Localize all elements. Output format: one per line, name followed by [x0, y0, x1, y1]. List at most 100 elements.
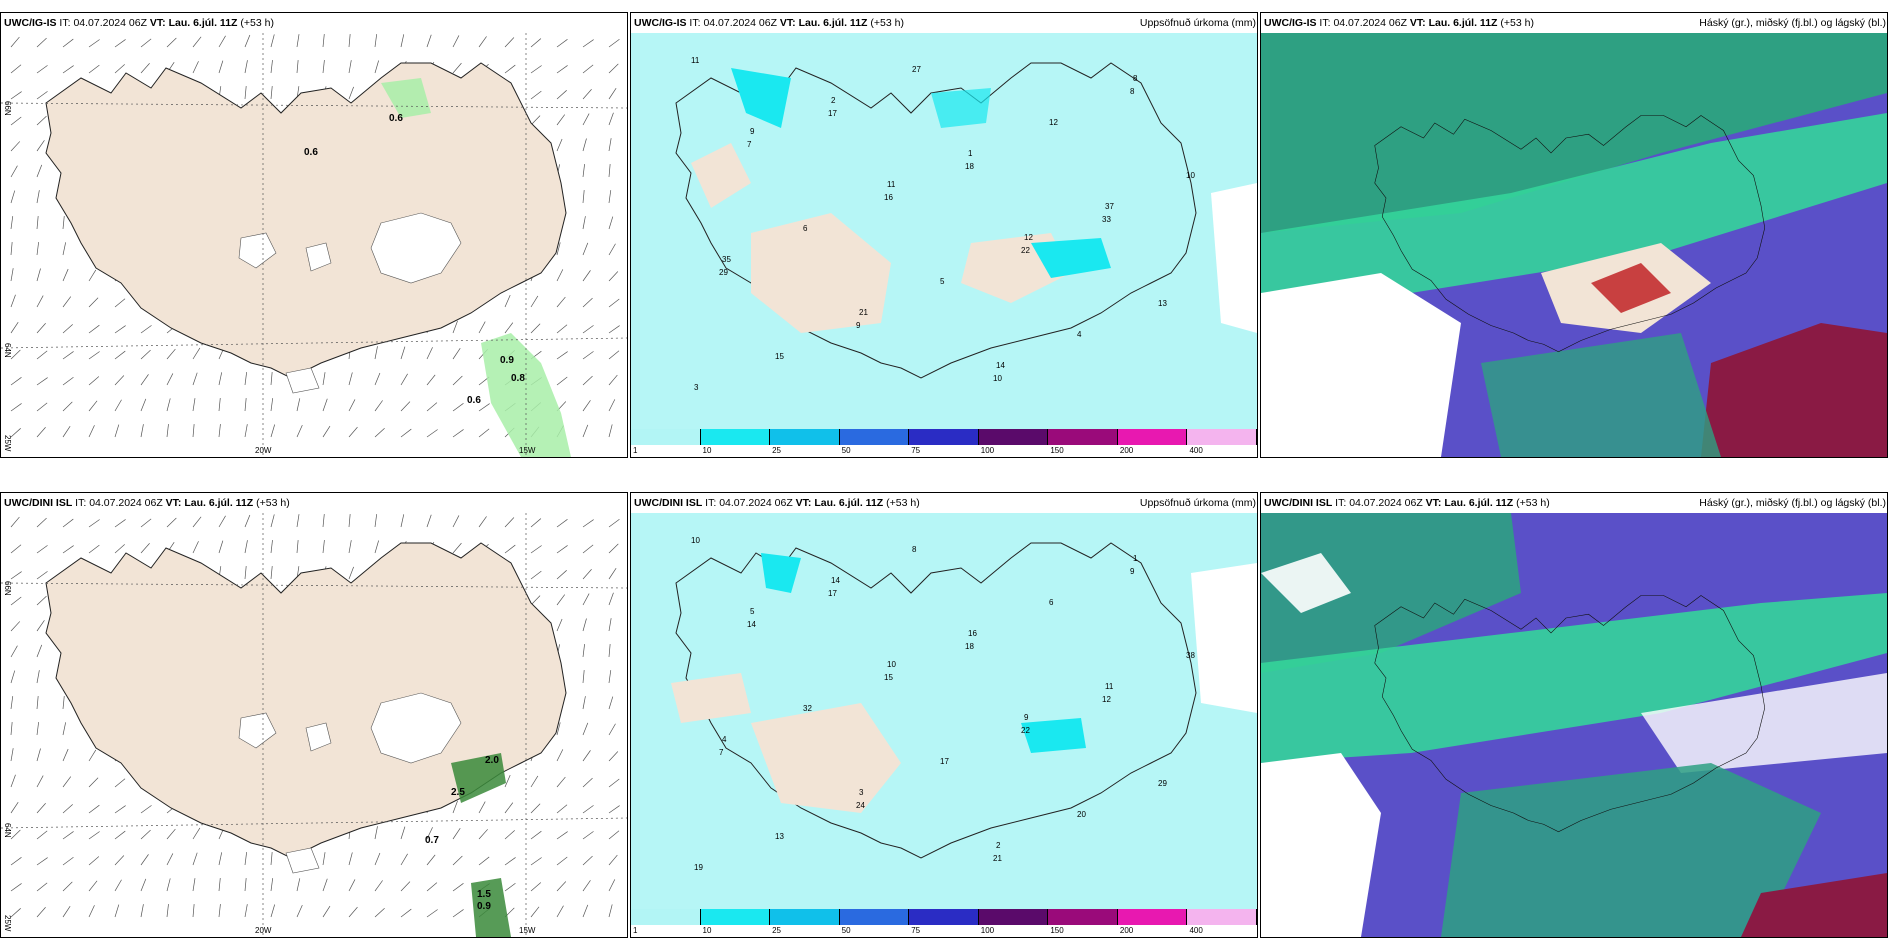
- precip-amount: 2: [831, 96, 836, 105]
- wind-barb: [504, 64, 516, 74]
- wind-barb: [452, 800, 458, 814]
- wind-barb: [426, 374, 436, 386]
- wind-barb: [400, 34, 405, 48]
- wind-barb: [322, 34, 325, 48]
- wind-barb: [608, 879, 616, 892]
- wind-barb: [36, 91, 48, 100]
- precip-amount: 19: [694, 863, 703, 872]
- wind-barb: [36, 190, 40, 204]
- wind-barb: [166, 424, 169, 438]
- wind-barb: [218, 60, 224, 74]
- wind-barb: [62, 905, 71, 918]
- wind-barb: [62, 518, 74, 528]
- wind-barb: [244, 398, 247, 412]
- precip-map: 11 17 18 33 29 9 10 8 7 16 22 13 15 27 12 10 6 5 4 3 2 1 37 35 2…: [631, 33, 1257, 429]
- wind-barb: [556, 831, 568, 840]
- wind-value: 2.0: [485, 755, 499, 766]
- wind-barb: [36, 377, 48, 386]
- precip-amount: 24: [856, 801, 865, 810]
- precip-amount: 13: [1158, 299, 1167, 308]
- wind-barb: [348, 514, 351, 528]
- wind-barb: [166, 878, 171, 892]
- wind-barb: [556, 376, 568, 386]
- precip-amount: 1: [968, 149, 973, 158]
- wind-barb: [556, 242, 561, 256]
- wind-barb: [452, 320, 458, 334]
- wind-barb: [582, 325, 594, 334]
- wind-barb: [140, 878, 147, 892]
- wind-barb: [426, 514, 432, 528]
- wind-barb: [452, 375, 463, 386]
- precip-title: Uppsöfnuð úrkoma (mm): [1139, 497, 1256, 509]
- wind-barb: [88, 269, 97, 282]
- wind-barb: [114, 350, 126, 360]
- precip-amount: 17: [828, 109, 837, 118]
- wind-barb: [10, 774, 16, 788]
- wind-barb: [192, 827, 201, 840]
- wind-value: 0.6: [389, 113, 403, 124]
- wind-barb: [400, 346, 406, 360]
- colorbar-swatch: [700, 429, 771, 445]
- colorbar-swatch: [1187, 429, 1257, 445]
- colorbar-swatch: [839, 429, 910, 445]
- wind-barb: [582, 696, 586, 710]
- wind-barb: [36, 882, 48, 892]
- wind-barb: [582, 519, 594, 528]
- precip-map: 10 17 18 12 7 24 21 9 14 15 22 29 13 8 6 38 32 17 20 19 14 16…: [631, 513, 1257, 909]
- wind-barb: [452, 542, 462, 554]
- wind-barb: [296, 878, 301, 892]
- wind-barb: [582, 375, 593, 386]
- lat-label: 66N: [3, 581, 12, 596]
- precip-amount: 29: [719, 268, 728, 277]
- wind-barb: [62, 776, 72, 788]
- wind-barb: [114, 805, 126, 814]
- wind-barb: [114, 424, 120, 438]
- wind-barb: [504, 294, 511, 308]
- wind-barb: [296, 514, 300, 528]
- wind-barb: [608, 644, 611, 658]
- wind-barb: [36, 402, 48, 412]
- precip-amount: 16: [968, 629, 977, 638]
- model-name: UWC/IG-IS: [4, 17, 57, 29]
- wind-barb: [530, 90, 542, 100]
- wind-barb: [244, 34, 251, 48]
- wind-barb: [10, 321, 19, 334]
- wind-barb: [608, 592, 614, 606]
- wind-barb: [530, 518, 542, 528]
- wind-barb: [62, 268, 69, 282]
- lat-label: 64N: [3, 343, 12, 358]
- wind-barb: [62, 881, 73, 892]
- wind-barb: [374, 880, 383, 892]
- wind-barb: [504, 544, 516, 554]
- wind-barb: [582, 89, 592, 100]
- wind-barb: [504, 830, 515, 840]
- dry-area: [671, 673, 751, 723]
- precip-amount: 8: [1130, 87, 1135, 96]
- glacier: [370, 212, 462, 284]
- wind-barb: [10, 242, 13, 256]
- heavy-precip: [1031, 238, 1111, 278]
- wind-barb: [608, 424, 613, 438]
- wind-barb: [218, 35, 226, 48]
- wind-barb: [270, 566, 273, 580]
- precip-area: [451, 753, 506, 803]
- wind-barb: [400, 908, 412, 918]
- precip-amount: 14: [747, 620, 756, 629]
- wind-barb: [192, 61, 199, 74]
- wind-barb: [270, 540, 273, 554]
- wind-barb: [62, 376, 74, 386]
- colorbar-swatch: [770, 909, 840, 925]
- wind-barb: [556, 324, 568, 334]
- precip-amount: 35: [722, 255, 731, 264]
- wind-barb: [10, 883, 22, 892]
- wind-barb: [244, 86, 247, 100]
- wind-barb: [36, 545, 48, 554]
- wind-barb: [556, 905, 564, 918]
- wind-barb: [322, 398, 328, 412]
- wind-barb: [166, 398, 171, 412]
- wind-barb: [62, 65, 74, 74]
- panel-header: UWC/IG-IS IT: 04.07.2024 06Z VT: Lau. 6.…: [4, 17, 274, 29]
- wind-barb: [166, 37, 177, 48]
- wind-barb: [556, 296, 566, 308]
- lat-label: 25W: [3, 435, 12, 452]
